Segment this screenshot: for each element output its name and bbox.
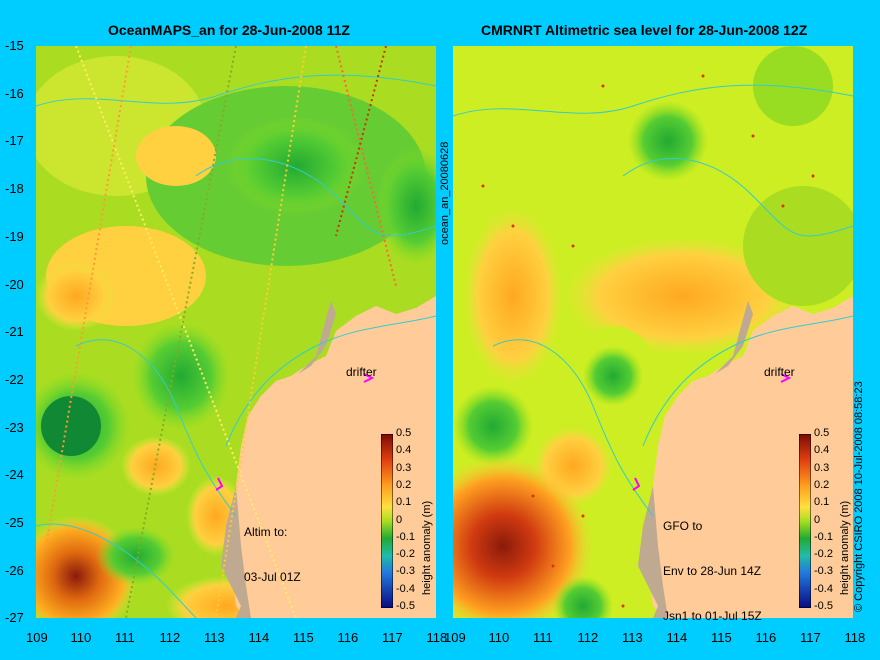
colorbar-tick-label: -0.2 (814, 548, 833, 561)
y-tick-label: -18 (5, 181, 24, 197)
colorbar-tick-label: -0.5 (396, 600, 415, 612)
y-tick-label: -25 (5, 515, 24, 530)
x-tick-label: 117 (382, 630, 403, 645)
x-tick-label: 113 (204, 630, 225, 645)
copyright-label: © Copyright CSIRO 2008 10-Jul-2008 08:58… (853, 381, 865, 612)
x-tick-label: 110 (488, 630, 510, 645)
colorbar-tick-label: -0.1 (814, 530, 833, 543)
colorbar-tick-label: 0.1 (396, 496, 412, 509)
left-drifter-label: drifter (346, 365, 377, 379)
y-tick-label: -27 (5, 610, 24, 626)
y-tick-label: -22 (5, 371, 24, 387)
left-colorbar (381, 434, 393, 608)
colorbar-tick-label: 0.5 (814, 427, 830, 439)
right-drifter-label: drifter (764, 365, 795, 379)
left-panel-title: OceanMAPS_an for 28-Jun-2008 11Z (108, 22, 350, 38)
y-tick-label: -16 (5, 85, 24, 101)
colorbar-tick-label: -0.3 (396, 565, 415, 578)
colorbar-tick-label: 0 (814, 513, 821, 526)
x-tick-label: 114 (248, 630, 270, 645)
y-tick-label: -15 (5, 38, 24, 53)
colorbar-tick-label: 0.1 (814, 496, 830, 509)
colorbar-tick-label: 0.4 (396, 444, 412, 457)
left-colorbar-label: height anomaly (m) (421, 500, 433, 595)
x-tick-label: 114 (666, 630, 688, 645)
colorbar-tick-label: 0.5 (396, 427, 412, 439)
x-tick-label: 111 (533, 630, 553, 645)
colorbar-tick-label: -0.4 (814, 582, 833, 595)
x-tick-label: 116 (755, 630, 777, 645)
colorbar-tick-label: -0.3 (814, 565, 833, 578)
y-tick-label: -17 (5, 133, 24, 149)
x-tick-label: 117 (800, 630, 821, 645)
colorbar-tick-label: -0.4 (396, 582, 415, 595)
x-tick-label: 118 (844, 630, 866, 645)
colorbar-tick-label: 0.2 (396, 478, 412, 491)
colorbar-tick-label: -0.5 (814, 600, 833, 612)
colorbar-tick-label: 0.4 (814, 444, 830, 457)
colorbar-tick-label: 0 (396, 513, 403, 526)
y-tick-label: -20 (5, 276, 24, 292)
x-tick-label: 118 (426, 630, 448, 645)
x-tick-label: 115 (711, 630, 732, 645)
x-tick-label: 110 (70, 630, 92, 645)
left-map-panel (36, 46, 436, 618)
right-panel-title: CMRNRT Altimetric sea level for 28-Jun-2… (481, 22, 808, 38)
colorbar-tick-label: 0.3 (396, 461, 412, 474)
colorbar-tick-label: -0.1 (396, 530, 415, 543)
x-tick-label: 113 (622, 630, 643, 645)
y-tick-label: -26 (5, 562, 24, 578)
y-tick-label: -23 (5, 419, 24, 435)
right-map-panel (453, 46, 853, 618)
colorbar-tick-label: 0.3 (814, 461, 830, 474)
left-altim-note: Altim to: 03-Jul 01Z (244, 525, 301, 584)
colorbar-tick-label: -0.2 (396, 548, 415, 561)
x-tick-label: 111 (115, 630, 135, 645)
x-tick-label: 115 (293, 630, 314, 645)
right-colorbar (799, 434, 811, 608)
x-tick-label: 112 (159, 630, 181, 645)
colorbar-tick-label: 0.2 (814, 478, 830, 491)
x-tick-label: 109 (26, 630, 48, 645)
y-tick-label: -24 (5, 467, 24, 483)
x-tick-label: 112 (577, 630, 599, 645)
x-tick-label: 116 (337, 630, 359, 645)
right-gfo-note: GFO to Env to 28-Jun 14Z Jsn1 to 01-Jul … (663, 519, 762, 623)
side-run-label: ocean_an_20080628 (439, 141, 451, 245)
y-tick-label: -21 (5, 324, 24, 340)
right-colorbar-label: height anomaly (m) (839, 500, 851, 595)
x-tick-label: 109 (444, 630, 466, 645)
y-tick-label: -19 (5, 228, 24, 244)
